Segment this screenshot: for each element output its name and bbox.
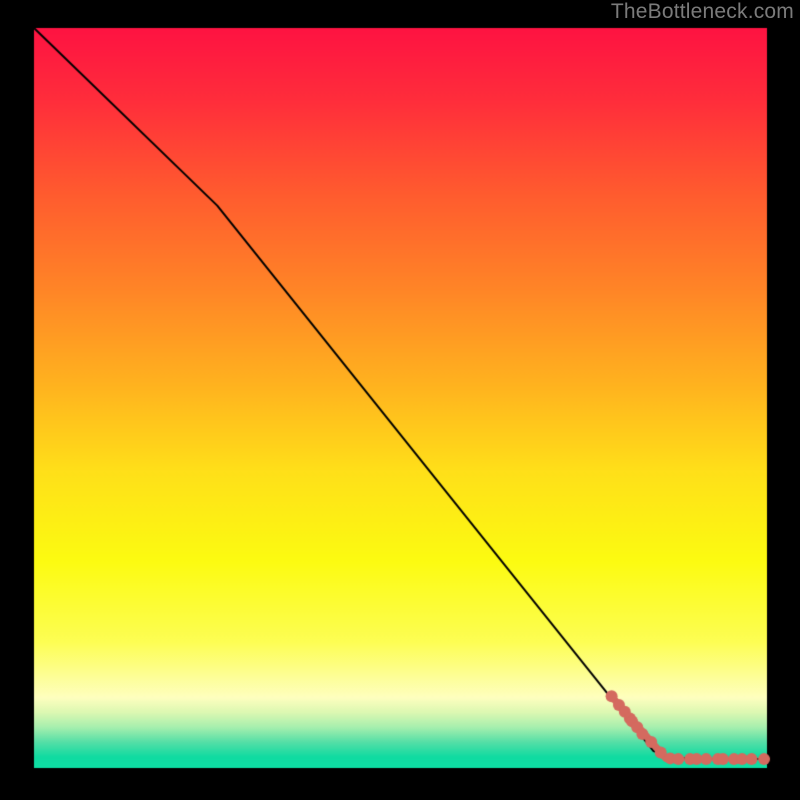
bottleneck-chart-canvas — [0, 0, 800, 800]
